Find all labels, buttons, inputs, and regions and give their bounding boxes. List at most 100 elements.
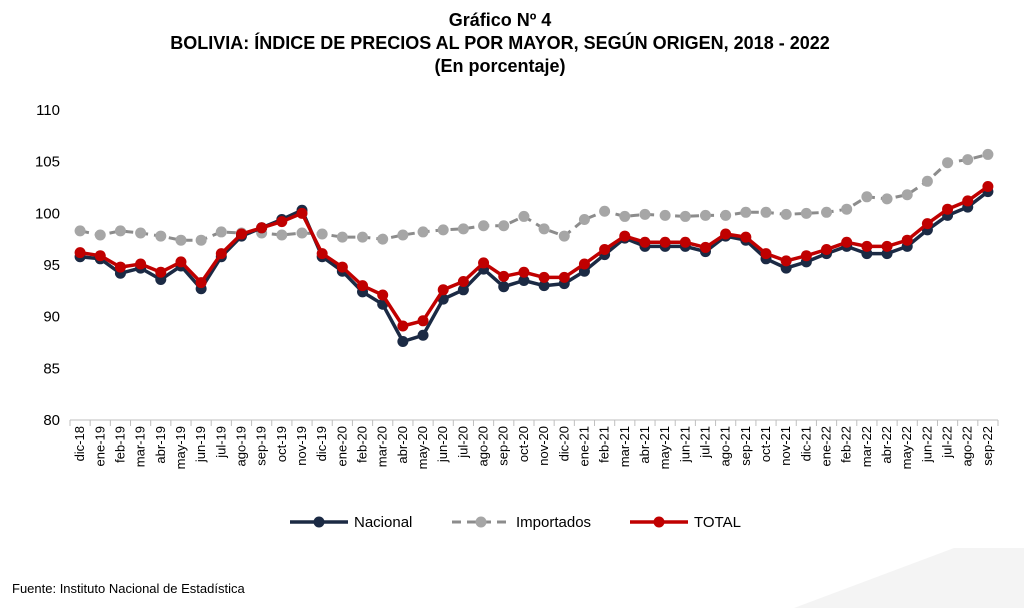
- x-tick-label: jun-21: [677, 426, 692, 463]
- data-point-total: [659, 236, 671, 248]
- x-tick-label: feb-20: [355, 426, 370, 463]
- data-point-importados: [942, 157, 954, 169]
- series-line-importados: [79, 152, 989, 242]
- data-point-total: [619, 230, 631, 242]
- data-point-total: [437, 284, 449, 296]
- data-point-nacional: [518, 275, 530, 286]
- data-point-importados: [578, 214, 590, 226]
- chart-unit: (En porcentaje): [434, 56, 566, 76]
- x-tick-label: jul-21: [697, 426, 712, 459]
- data-point-total: [195, 277, 207, 289]
- x-tick-label: may-20: [415, 426, 430, 469]
- x-tick-label: may-22: [899, 426, 914, 469]
- x-tick-label: dic-21: [798, 426, 813, 461]
- data-point-importados: [336, 231, 348, 243]
- data-point-total: [74, 247, 86, 259]
- legend-marker-nacional: [313, 516, 325, 528]
- data-point-importados: [74, 225, 86, 237]
- data-point-total: [457, 276, 469, 288]
- x-tick-label: mar-20: [375, 426, 390, 467]
- chart-title: BOLIVIA: ÍNDICE DE PRECIOS AL POR MAYOR,…: [170, 33, 830, 53]
- data-point-total: [821, 244, 833, 255]
- data-point-total: [921, 218, 933, 230]
- x-tick-label: nov-19: [294, 426, 309, 466]
- data-point-importados: [417, 226, 429, 238]
- y-tick-label: 100: [35, 205, 60, 222]
- data-point-importados: [135, 227, 147, 239]
- y-tick-label: 105: [35, 154, 60, 171]
- data-point-total: [215, 248, 227, 260]
- legend-marker-importados: [475, 516, 487, 528]
- x-tick-label: ene-20: [334, 426, 349, 466]
- data-point-importados: [780, 208, 792, 220]
- data-point-importados: [276, 229, 288, 241]
- data-point-importados: [457, 223, 469, 235]
- data-point-importados: [679, 210, 691, 222]
- y-tick-label: 95: [43, 257, 60, 274]
- data-point-total: [175, 256, 187, 268]
- data-point-total: [114, 261, 126, 273]
- data-point-total: [982, 180, 994, 192]
- data-point-total: [94, 250, 106, 262]
- data-point-total: [397, 320, 409, 332]
- data-point-nacional: [498, 281, 510, 293]
- x-tick-label: sep-19: [254, 426, 269, 466]
- x-tick-label: mar-19: [133, 426, 148, 467]
- data-point-total: [841, 236, 853, 248]
- data-point-total: [478, 257, 490, 269]
- x-tick-label: jun-22: [919, 426, 934, 463]
- data-point-total: [417, 315, 429, 327]
- data-point-total: [235, 228, 247, 240]
- source-note: Fuente: Instituto Nacional de Estadístic…: [12, 581, 245, 596]
- x-tick-label: jun-20: [435, 426, 450, 463]
- x-tick-label: ago-20: [476, 426, 491, 466]
- x-tick-label: sep-20: [496, 426, 511, 466]
- data-point-total: [962, 195, 974, 207]
- x-tick-label: sep-22: [980, 426, 995, 466]
- x-tick-label: abr-22: [879, 426, 894, 464]
- x-tick-label: abr-19: [153, 426, 168, 464]
- x-tick-label: sep-21: [738, 426, 753, 466]
- data-point-importados: [901, 189, 913, 201]
- data-point-total: [720, 228, 732, 240]
- data-point-total: [558, 271, 570, 283]
- x-tick-label: nov-20: [536, 426, 551, 466]
- data-point-importados: [94, 229, 106, 241]
- data-point-nacional: [457, 284, 469, 296]
- data-point-importados: [316, 228, 328, 240]
- data-point-importados: [982, 148, 994, 160]
- data-point-importados: [397, 229, 409, 241]
- data-point-total: [942, 203, 954, 215]
- x-tick-label: jun-19: [193, 426, 208, 463]
- legend-label-total: TOTAL: [694, 514, 741, 531]
- data-point-total: [357, 280, 369, 292]
- data-point-nacional: [417, 329, 429, 341]
- data-point-total: [155, 266, 167, 278]
- x-tick-label: abr-21: [637, 426, 652, 464]
- data-point-total: [861, 240, 873, 252]
- data-point-importados: [558, 230, 570, 242]
- x-tick-label: abr-20: [395, 426, 410, 464]
- chart-title-number: Gráfico Nº 4: [448, 10, 552, 30]
- data-point-importados: [377, 233, 389, 245]
- data-point-importados: [155, 230, 167, 242]
- data-point-total: [599, 244, 611, 255]
- data-point-importados: [740, 206, 752, 218]
- x-tick-label: jul-19: [213, 426, 228, 459]
- x-tick-label: feb-19: [112, 426, 127, 463]
- x-tick-label: feb-21: [597, 426, 612, 463]
- data-point-importados: [357, 231, 369, 243]
- data-point-total: [336, 261, 348, 273]
- series-line-nacional: [79, 190, 989, 344]
- y-tick-label: 90: [43, 309, 60, 326]
- data-point-importados: [478, 220, 490, 232]
- data-point-importados: [800, 207, 812, 219]
- data-point-importados: [215, 226, 227, 238]
- data-point-total: [800, 250, 812, 262]
- y-tick-label: 110: [36, 102, 60, 119]
- legend-label-nacional: Nacional: [354, 514, 412, 531]
- x-tick-label: nov-21: [778, 426, 793, 466]
- x-tick-label: oct-19: [274, 426, 289, 462]
- x-tick-label: ene-21: [576, 426, 591, 466]
- data-point-importados: [619, 210, 631, 222]
